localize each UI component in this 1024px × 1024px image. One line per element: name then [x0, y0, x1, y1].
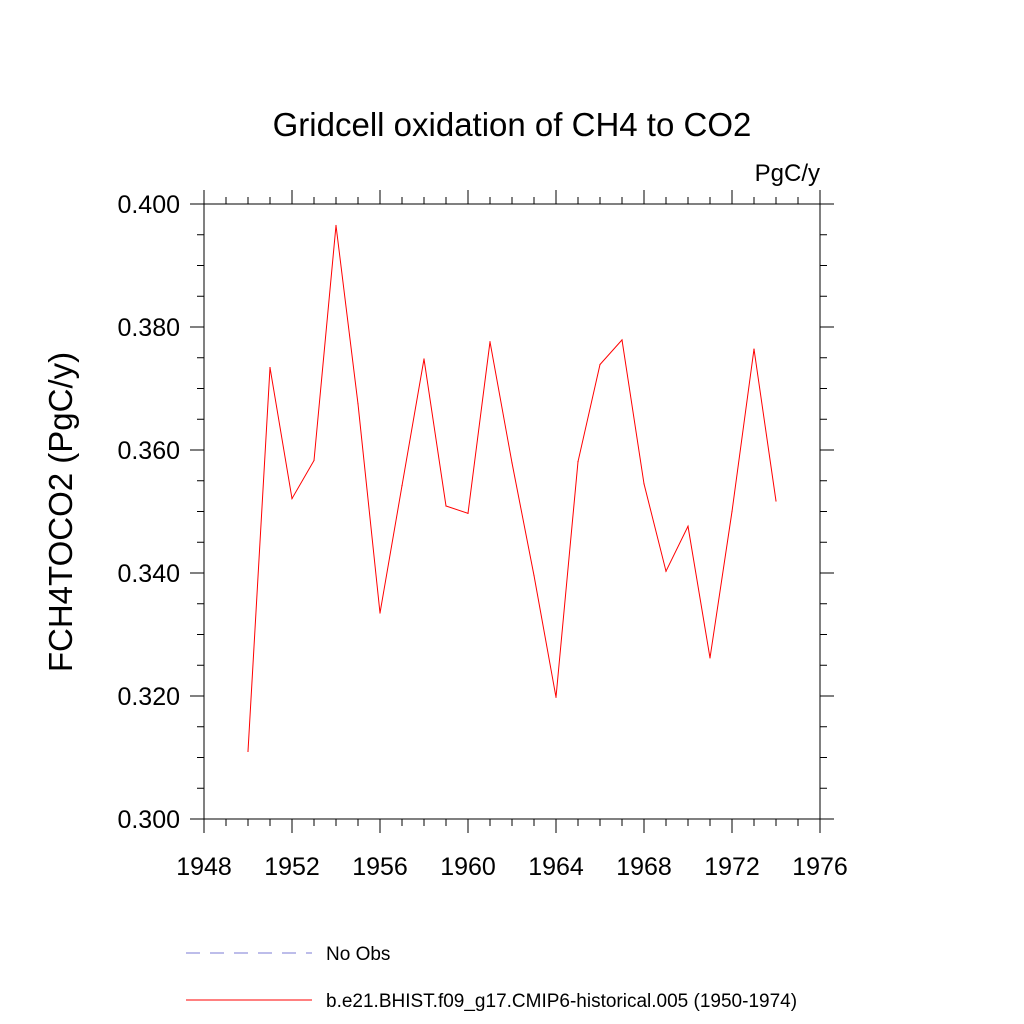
x-tick-label: 1948	[176, 853, 232, 881]
units-label: PgC/y	[755, 160, 820, 187]
data-point	[335, 224, 337, 227]
x-tick-label: 1968	[616, 853, 672, 881]
data-point	[665, 570, 667, 572]
data-point	[423, 358, 425, 360]
data-point	[467, 512, 469, 514]
data-point	[247, 750, 249, 752]
data-point	[753, 348, 755, 350]
chart-title: Gridcell oxidation of CH4 to CO2	[273, 106, 752, 143]
data-point	[357, 403, 359, 405]
data-point	[643, 483, 645, 485]
x-tick-label: 1960	[440, 853, 496, 881]
data-point	[731, 510, 733, 513]
legend-label-no-obs: No Obs	[326, 944, 390, 965]
y-tick-label: 0.320	[117, 683, 180, 711]
y-tick-label: 0.300	[117, 806, 180, 834]
data-point	[401, 485, 403, 487]
x-tick-label: 1964	[528, 853, 584, 881]
data-point	[599, 363, 601, 366]
x-tick-label: 1952	[264, 853, 320, 881]
data-point	[709, 657, 711, 659]
x-tick-label: 1972	[704, 853, 760, 881]
y-tick-label: 0.360	[117, 437, 180, 465]
data-point	[687, 525, 689, 527]
data-point	[533, 574, 535, 577]
axis-ticks: 1948 1952 1956 1960 1964 1968 1972 1976 0.300 0.3…	[117, 190, 848, 881]
data-point	[511, 462, 513, 464]
x-tick-label: 1956	[352, 853, 408, 881]
data-point	[445, 505, 447, 507]
series-line	[247, 225, 777, 752]
data-point	[489, 341, 491, 343]
x-tick-label: 1976	[792, 853, 848, 881]
data-point	[269, 366, 271, 369]
series-layer	[247, 224, 777, 752]
y-axis-label: FCH4TOCO2 (PgC/y)	[42, 352, 79, 672]
y-tick-label: 0.340	[117, 560, 180, 588]
plot-frame	[203, 203, 821, 820]
data-point	[621, 339, 623, 341]
data-point	[577, 461, 579, 463]
data-point	[291, 497, 293, 500]
data-point	[555, 696, 557, 698]
y-tick-label: 0.400	[117, 191, 180, 219]
y-tick-label: 0.380	[117, 314, 180, 342]
legend-label-historical: b.e21.BHIST.f09_g17.CMIP6-historical.005…	[326, 991, 797, 1012]
legend: No Obs b.e21.BHIST.f09_g17.CMIP6-histori…	[186, 944, 797, 1012]
data-point	[775, 500, 777, 502]
data-point	[313, 459, 315, 462]
data-point	[379, 612, 381, 614]
